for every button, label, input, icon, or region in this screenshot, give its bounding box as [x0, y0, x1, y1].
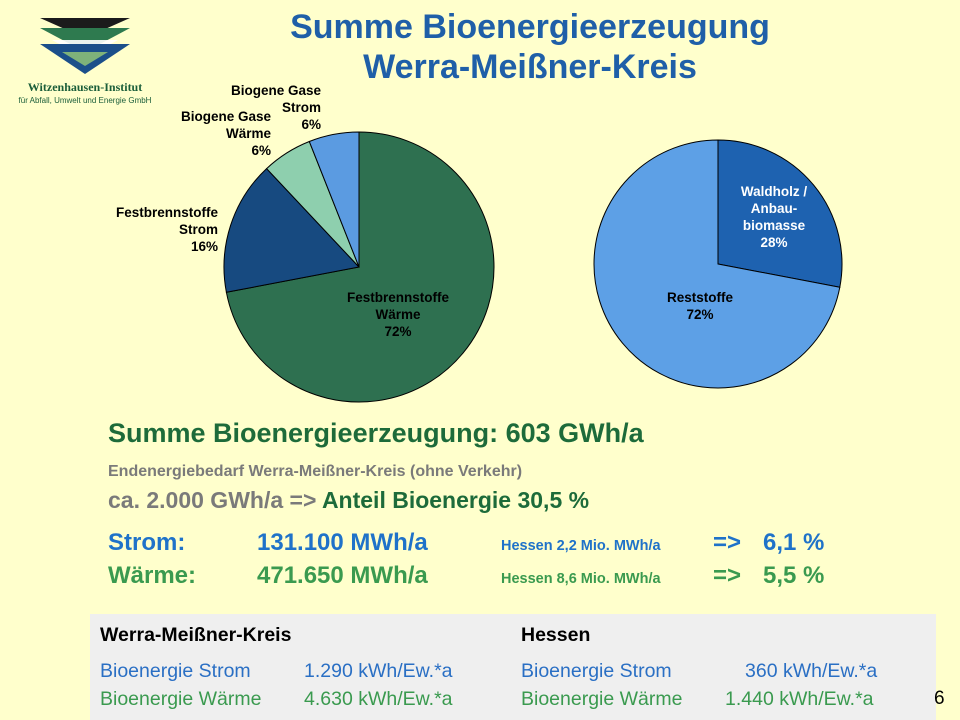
slide-title-line1: Summe Bioenergieerzeugung	[290, 8, 770, 46]
strom-value: 131.100 MWh/a	[257, 529, 428, 556]
pie2-slice-1-label: Reststoffe 72%	[667, 290, 734, 322]
right-strom-label: Bioenergie Strom	[521, 660, 672, 682]
left-waerme-value: 4.630 kWh/Ew.*a	[304, 688, 453, 710]
institute-subtitle: für Abfall, Umwelt und Energie GmbH	[18, 96, 152, 105]
waerme-arrow: =>	[713, 562, 742, 589]
demand-value: ca. 2.000 GWh/a =>	[108, 487, 322, 513]
right-strom-value: 360 kWh/Ew.*a	[745, 660, 878, 682]
strom-label: Strom:	[108, 529, 186, 556]
left-strom-label: Bioenergie Strom	[100, 660, 251, 682]
pie-charts: Festbrennstoffe Wärme 72% Festbrennstoffe St…	[116, 83, 843, 403]
comparison-left-header: Werra-Meißner-Kreis	[100, 624, 292, 646]
left-waerme-label: Bioenergie Wärme	[100, 688, 262, 710]
waerme-percent: 5,5 %	[763, 562, 825, 589]
pie1-slice-2-label: Biogene Gase Wärme 6%	[181, 109, 272, 158]
strom-hessen: Hessen 2,2 Mio. MWh/a	[501, 538, 661, 554]
demand-value-line: ca. 2.000 GWh/a => Anteil Bioenergie 30,…	[108, 487, 589, 514]
pie2-slice-0	[717, 139, 843, 288]
right-waerme-label: Bioenergie Wärme	[521, 688, 683, 710]
strom-percent: 6,1 %	[763, 529, 825, 556]
pie1-slice-1-label: Festbrennstoffe Strom 16%	[116, 205, 219, 254]
demand-label: Endenergiebedarf Werra-Meißner-Kreis (oh…	[108, 463, 523, 480]
waerme-value: 471.650 MWh/a	[257, 562, 428, 589]
comparison-box: Werra-Meißner-Kreis Hessen Bioenergie St…	[90, 614, 936, 720]
comparison-right-header: Hessen	[521, 624, 591, 646]
institute-name: Witzenhausen-Institut	[27, 80, 143, 94]
pie2-slice-1	[593, 139, 841, 389]
right-waerme-value: 1.440 kWh/Ew.*a	[725, 688, 874, 710]
pie1-slice-0	[225, 131, 495, 403]
left-strom-value: 1.290 kWh/Ew.*a	[304, 660, 453, 682]
pie1-slice-0-label: Festbrennstoffe Wärme 72%	[347, 290, 450, 339]
institute-logo	[40, 18, 130, 74]
waerme-hessen: Hessen 8,6 Mio. MWh/a	[501, 571, 661, 587]
strom-arrow: =>	[713, 529, 742, 556]
pie2-slice-0-label: Waldholz / Anbau-biomasse 28%	[741, 184, 807, 250]
waerme-label: Wärme:	[108, 562, 197, 589]
bioenergy-share: Anteil Bioenergie 30,5 %	[321, 487, 590, 513]
pie1-slice-1	[223, 167, 360, 293]
pie1-slice-3-label: Biogene Gase Strom 6%	[231, 83, 322, 132]
total-energy-line: Summe Bioenergieerzeugung: 603 GWh/a	[108, 418, 644, 448]
slide-title-line2: Werra-Meißner-Kreis	[363, 48, 697, 86]
page-number: 6	[934, 688, 945, 709]
pie1-slice-3	[308, 131, 360, 268]
